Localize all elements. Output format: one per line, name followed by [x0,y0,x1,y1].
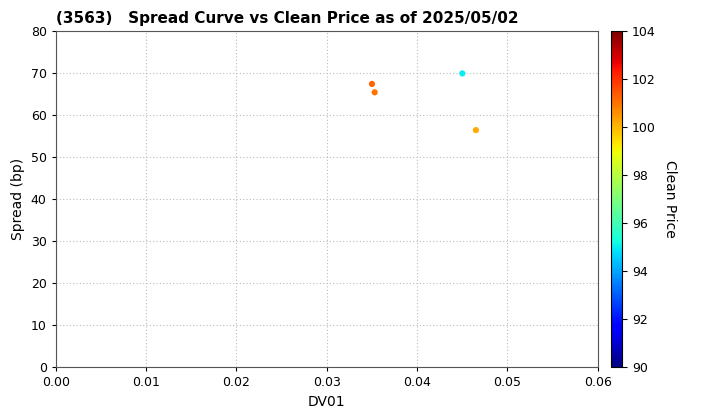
Y-axis label: Spread (bp): Spread (bp) [11,158,25,240]
Text: (3563)   Spread Curve vs Clean Price as of 2025/05/02: (3563) Spread Curve vs Clean Price as of… [55,11,518,26]
Point [369,89,380,96]
Y-axis label: Clean Price: Clean Price [662,160,677,238]
Point [470,127,482,134]
Point [456,70,468,77]
X-axis label: DV01: DV01 [308,395,346,409]
Point [366,81,378,87]
